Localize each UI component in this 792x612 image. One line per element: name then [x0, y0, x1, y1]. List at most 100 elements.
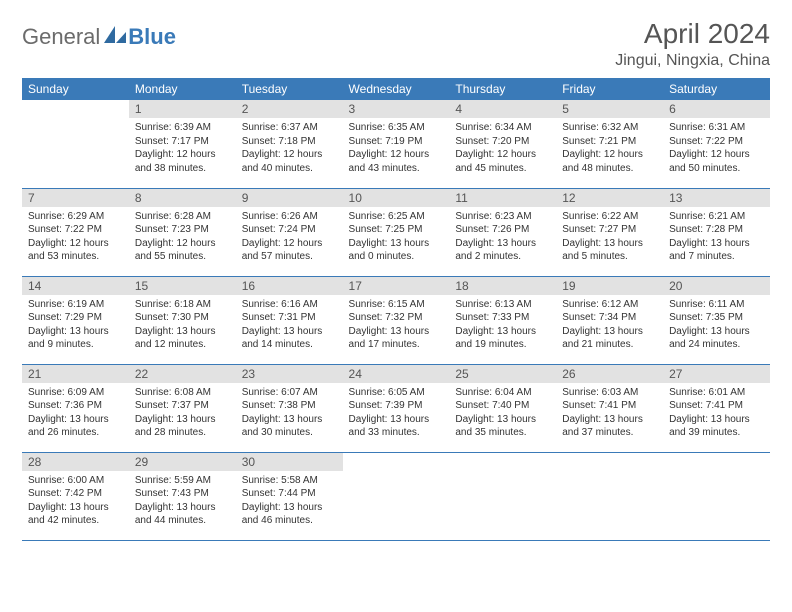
calendar-week: 28Sunrise: 6:00 AMSunset: 7:42 PMDayligh… — [22, 452, 770, 540]
calendar-day: 22Sunrise: 6:08 AMSunset: 7:37 PMDayligh… — [129, 364, 236, 452]
weekday-header: Thursday — [449, 78, 556, 100]
sunrise-text: Sunrise: 6:16 AM — [242, 298, 337, 312]
daylight-text: Daylight: 12 hours and 53 minutes. — [28, 237, 123, 264]
sunrise-text: Sunrise: 6:28 AM — [135, 210, 230, 224]
brand-part1: General — [22, 24, 100, 50]
day-details: Sunrise: 6:04 AMSunset: 7:40 PMDaylight:… — [449, 383, 556, 444]
day-number: 10 — [343, 189, 450, 207]
sunrise-text: Sunrise: 6:11 AM — [669, 298, 764, 312]
sunrise-text: Sunrise: 6:35 AM — [349, 121, 444, 135]
sunset-text: Sunset: 7:27 PM — [562, 223, 657, 237]
day-details: Sunrise: 6:19 AMSunset: 7:29 PMDaylight:… — [22, 295, 129, 356]
sunset-text: Sunset: 7:18 PM — [242, 135, 337, 149]
sunset-text: Sunset: 7:28 PM — [669, 223, 764, 237]
calendar-day — [556, 452, 663, 540]
day-number — [449, 453, 556, 457]
sunset-text: Sunset: 7:24 PM — [242, 223, 337, 237]
calendar-day — [663, 452, 770, 540]
sunrise-text: Sunrise: 6:05 AM — [349, 386, 444, 400]
sunset-text: Sunset: 7:39 PM — [349, 399, 444, 413]
sunrise-text: Sunrise: 6:09 AM — [28, 386, 123, 400]
daylight-text: Daylight: 12 hours and 57 minutes. — [242, 237, 337, 264]
sunrise-text: Sunrise: 6:01 AM — [669, 386, 764, 400]
daylight-text: Daylight: 13 hours and 42 minutes. — [28, 501, 123, 528]
weekday-row: Sunday Monday Tuesday Wednesday Thursday… — [22, 78, 770, 100]
day-number: 4 — [449, 100, 556, 118]
sunrise-text: Sunrise: 6:39 AM — [135, 121, 230, 135]
daylight-text: Daylight: 13 hours and 19 minutes. — [455, 325, 550, 352]
calendar-day: 17Sunrise: 6:15 AMSunset: 7:32 PMDayligh… — [343, 276, 450, 364]
sunset-text: Sunset: 7:36 PM — [28, 399, 123, 413]
day-number: 29 — [129, 453, 236, 471]
sunset-text: Sunset: 7:35 PM — [669, 311, 764, 325]
day-details: Sunrise: 6:37 AMSunset: 7:18 PMDaylight:… — [236, 118, 343, 179]
calendar-day: 25Sunrise: 6:04 AMSunset: 7:40 PMDayligh… — [449, 364, 556, 452]
daylight-text: Daylight: 13 hours and 24 minutes. — [669, 325, 764, 352]
daylight-text: Daylight: 13 hours and 14 minutes. — [242, 325, 337, 352]
day-details: Sunrise: 6:39 AMSunset: 7:17 PMDaylight:… — [129, 118, 236, 179]
day-details: Sunrise: 6:15 AMSunset: 7:32 PMDaylight:… — [343, 295, 450, 356]
sunrise-text: Sunrise: 6:08 AM — [135, 386, 230, 400]
daylight-text: Daylight: 13 hours and 21 minutes. — [562, 325, 657, 352]
day-number: 17 — [343, 277, 450, 295]
sunrise-text: Sunrise: 6:00 AM — [28, 474, 123, 488]
day-number — [663, 453, 770, 457]
sunset-text: Sunset: 7:26 PM — [455, 223, 550, 237]
daylight-text: Daylight: 13 hours and 46 minutes. — [242, 501, 337, 528]
sunset-text: Sunset: 7:40 PM — [455, 399, 550, 413]
calendar-day: 19Sunrise: 6:12 AMSunset: 7:34 PMDayligh… — [556, 276, 663, 364]
sunset-text: Sunset: 7:17 PM — [135, 135, 230, 149]
calendar-day: 8Sunrise: 6:28 AMSunset: 7:23 PMDaylight… — [129, 188, 236, 276]
calendar-day: 5Sunrise: 6:32 AMSunset: 7:21 PMDaylight… — [556, 100, 663, 188]
day-details: Sunrise: 6:16 AMSunset: 7:31 PMDaylight:… — [236, 295, 343, 356]
day-details: Sunrise: 6:21 AMSunset: 7:28 PMDaylight:… — [663, 207, 770, 268]
brand-logo: General Blue — [22, 24, 178, 50]
sunrise-text: Sunrise: 6:15 AM — [349, 298, 444, 312]
calendar-day: 2Sunrise: 6:37 AMSunset: 7:18 PMDaylight… — [236, 100, 343, 188]
sunset-text: Sunset: 7:44 PM — [242, 487, 337, 501]
sunrise-text: Sunrise: 6:34 AM — [455, 121, 550, 135]
daylight-text: Daylight: 12 hours and 55 minutes. — [135, 237, 230, 264]
sunset-text: Sunset: 7:38 PM — [242, 399, 337, 413]
sunset-text: Sunset: 7:22 PM — [28, 223, 123, 237]
daylight-text: Daylight: 13 hours and 30 minutes. — [242, 413, 337, 440]
day-number: 14 — [22, 277, 129, 295]
day-number: 5 — [556, 100, 663, 118]
calendar-day: 6Sunrise: 6:31 AMSunset: 7:22 PMDaylight… — [663, 100, 770, 188]
day-details: Sunrise: 6:07 AMSunset: 7:38 PMDaylight:… — [236, 383, 343, 444]
calendar-day: 7Sunrise: 6:29 AMSunset: 7:22 PMDaylight… — [22, 188, 129, 276]
weekday-header: Saturday — [663, 78, 770, 100]
sunset-text: Sunset: 7:41 PM — [669, 399, 764, 413]
calendar-day: 14Sunrise: 6:19 AMSunset: 7:29 PMDayligh… — [22, 276, 129, 364]
sunrise-text: Sunrise: 6:18 AM — [135, 298, 230, 312]
daylight-text: Daylight: 13 hours and 26 minutes. — [28, 413, 123, 440]
sunrise-text: Sunrise: 6:37 AM — [242, 121, 337, 135]
sunset-text: Sunset: 7:42 PM — [28, 487, 123, 501]
daylight-text: Daylight: 13 hours and 35 minutes. — [455, 413, 550, 440]
day-details: Sunrise: 6:00 AMSunset: 7:42 PMDaylight:… — [22, 471, 129, 532]
day-number — [556, 453, 663, 457]
daylight-text: Daylight: 12 hours and 43 minutes. — [349, 148, 444, 175]
sunrise-text: Sunrise: 6:23 AM — [455, 210, 550, 224]
sunset-text: Sunset: 7:43 PM — [135, 487, 230, 501]
calendar-day — [22, 100, 129, 188]
sunset-text: Sunset: 7:31 PM — [242, 311, 337, 325]
day-details: Sunrise: 6:29 AMSunset: 7:22 PMDaylight:… — [22, 207, 129, 268]
day-details: Sunrise: 5:59 AMSunset: 7:43 PMDaylight:… — [129, 471, 236, 532]
calendar-day: 9Sunrise: 6:26 AMSunset: 7:24 PMDaylight… — [236, 188, 343, 276]
day-details: Sunrise: 6:22 AMSunset: 7:27 PMDaylight:… — [556, 207, 663, 268]
daylight-text: Daylight: 13 hours and 37 minutes. — [562, 413, 657, 440]
daylight-text: Daylight: 13 hours and 28 minutes. — [135, 413, 230, 440]
calendar-day: 20Sunrise: 6:11 AMSunset: 7:35 PMDayligh… — [663, 276, 770, 364]
calendar-week: 21Sunrise: 6:09 AMSunset: 7:36 PMDayligh… — [22, 364, 770, 452]
day-number: 1 — [129, 100, 236, 118]
day-details: Sunrise: 6:28 AMSunset: 7:23 PMDaylight:… — [129, 207, 236, 268]
day-details: Sunrise: 6:23 AMSunset: 7:26 PMDaylight:… — [449, 207, 556, 268]
day-number: 2 — [236, 100, 343, 118]
title-block: April 2024 Jingui, Ningxia, China — [615, 18, 770, 70]
day-number: 18 — [449, 277, 556, 295]
sunset-text: Sunset: 7:22 PM — [669, 135, 764, 149]
daylight-text: Daylight: 12 hours and 48 minutes. — [562, 148, 657, 175]
sunrise-text: Sunrise: 6:13 AM — [455, 298, 550, 312]
daylight-text: Daylight: 12 hours and 45 minutes. — [455, 148, 550, 175]
